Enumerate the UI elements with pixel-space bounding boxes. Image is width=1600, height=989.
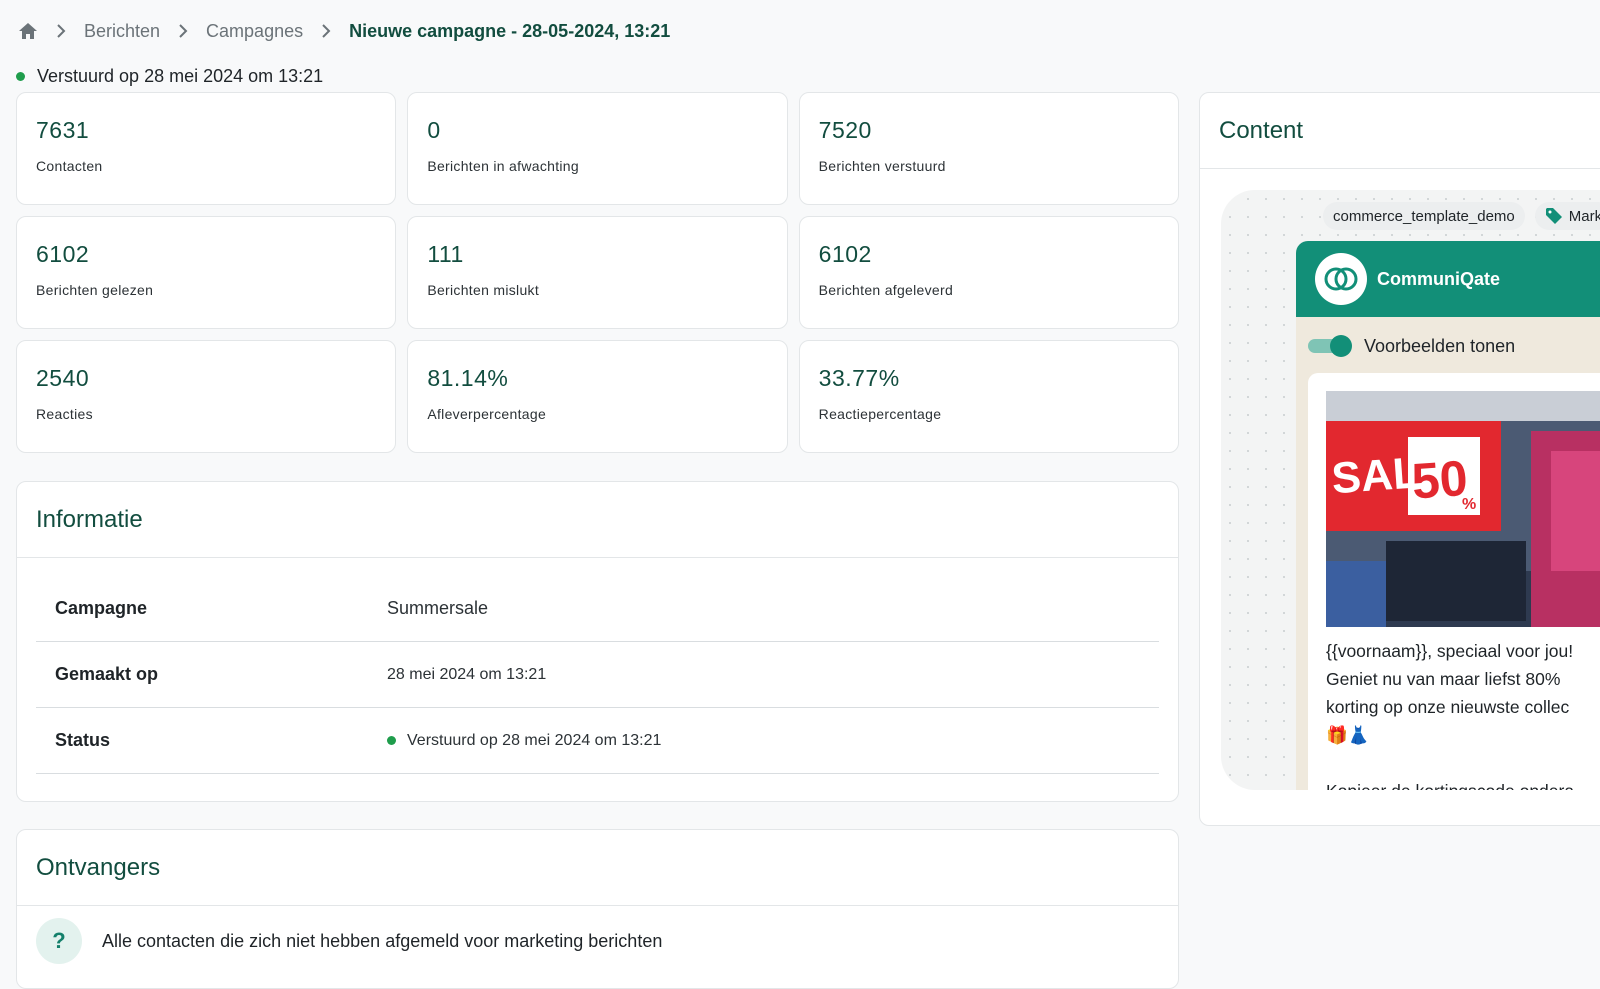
stat-berichten-afgeleverd: 6102 Berichten afgeleverd <box>798 216 1179 329</box>
stat-label: Contacten <box>36 158 103 174</box>
status-dot <box>16 72 25 81</box>
sale-percent: 50 <box>1410 450 1469 510</box>
stat-label: Afleverpercentage <box>427 406 547 422</box>
whatsapp-preview: CommuniQate Voorbeelden tonen <box>1296 241 1600 790</box>
sender-name: CommuniQate <box>1377 268 1501 289</box>
stat-berichten-in-afwachting: 0 Berichten in afwachting <box>407 92 788 205</box>
examples-toggle-row: Voorbeelden tonen <box>1296 317 1600 357</box>
brand-logo <box>1315 253 1367 305</box>
stat-value: 6102 <box>818 241 872 267</box>
stat-berichten-verstuurd: 7520 Berichten verstuurd <box>798 92 1179 205</box>
recipients-panel-header: Ontvangers <box>17 830 1178 906</box>
template-tags: commerce_template_demo Mark <box>1323 202 1600 230</box>
template-name-tag: commerce_template_demo <box>1323 202 1525 230</box>
stat-value: 111 <box>427 241 464 267</box>
sale-percent-sign: % <box>1462 496 1476 513</box>
recipients-panel: Ontvangers ? Alle contacten die zich nie… <box>16 829 1179 989</box>
toggle-knob <box>1330 335 1352 357</box>
breadcrumb-campagnes[interactable]: Campagnes <box>206 20 304 41</box>
chevron-right-icon <box>321 24 331 38</box>
info-key: Gemaakt op <box>55 664 159 684</box>
stat-reacties: 2540 Reacties <box>16 340 397 453</box>
stat-berichten-mislukt: 111 Berichten mislukt <box>407 216 788 329</box>
info-row-gemaakt-op: Gemaakt op 28 mei 2024 om 13:21 <box>36 642 1159 708</box>
status-text: Verstuurd op 28 mei 2024 om 13:21 <box>37 66 324 86</box>
breadcrumb-berichten[interactable]: Berichten <box>84 20 161 41</box>
info-row-campagne: Campagne Summersale <box>36 576 1159 642</box>
stat-value: 7631 <box>36 117 90 143</box>
content-panel-title: Content <box>1219 116 1304 144</box>
whatsapp-header: CommuniQate <box>1296 241 1600 317</box>
info-value: 28 mei 2024 om 13:21 <box>387 665 547 683</box>
info-row-status: Status Verstuurd op 28 mei 2024 om 13:21 <box>36 708 1159 774</box>
sale-text: SALE <box>1330 446 1450 503</box>
examples-toggle[interactable] <box>1308 335 1352 357</box>
question-icon: ? <box>36 918 82 964</box>
message-bubble: SALE 50 % {{voornaam}}, speciaal voor jo… <box>1308 373 1600 790</box>
info-panel: Informatie Campagne Summersale Gemaakt o… <box>16 481 1179 802</box>
breadcrumb-current: Nieuwe campagne - 28-05-2024, 13:21 <box>349 20 671 41</box>
info-panel-title: Informatie <box>36 505 143 533</box>
sale-image: SALE 50 % <box>1326 391 1600 627</box>
stat-label: Berichten in afwachting <box>427 158 579 174</box>
tag-icon <box>1545 207 1563 225</box>
category-tag-label: Mark <box>1568 207 1600 225</box>
recipients-panel-title: Ontvangers <box>36 853 161 881</box>
stat-reactiepercentage: 33.77% Reactiepercentage <box>798 340 1179 453</box>
stat-berichten-gelezen: 6102 Berichten gelezen <box>16 216 397 329</box>
stat-label: Berichten afgeleverd <box>818 282 954 298</box>
stats-grid: 7631 Contacten 0 Berichten in afwachting… <box>16 92 1179 453</box>
info-key: Status <box>55 730 111 750</box>
info-status-value: Verstuurd op 28 mei 2024 om 13:21 <box>387 732 661 750</box>
stat-value: 33.77% <box>818 365 900 391</box>
stat-contacten: 7631 Contacten <box>16 92 397 205</box>
recipients-row: ? Alle contacten die zich niet hebben af… <box>17 906 1178 976</box>
info-key: Campagne <box>55 598 148 618</box>
message-preview: commerce_template_demo Mark CommuniQate <box>1221 190 1600 790</box>
message-text: {{voornaam}}, speciaal voor jou! Geniet … <box>1326 641 1574 790</box>
stat-value: 81.14% <box>427 365 509 391</box>
content-panel: Content commerce_template_demo Mark Comm… <box>1199 92 1600 826</box>
breadcrumb: Berichten Campagnes Nieuwe campagne - 28… <box>18 16 670 46</box>
stat-label: Berichten mislukt <box>427 282 540 298</box>
campaign-status: Verstuurd op 28 mei 2024 om 13:21 <box>16 66 323 87</box>
status-text: Verstuurd op 28 mei 2024 om 13:21 <box>407 731 662 749</box>
home-icon[interactable] <box>18 21 38 41</box>
info-table: Campagne Summersale Gemaakt op 28 mei 20… <box>17 558 1178 774</box>
recipients-description: Alle contacten die zich niet hebben afge… <box>102 930 663 951</box>
examples-toggle-label: Voorbeelden tonen <box>1364 335 1516 356</box>
content-panel-header: Content <box>1200 93 1600 169</box>
stat-label: Reacties <box>36 406 93 422</box>
stat-label: Berichten verstuurd <box>818 158 946 174</box>
stat-value: 0 <box>427 117 441 143</box>
chevron-right-icon <box>56 24 66 38</box>
status-dot <box>387 736 396 745</box>
stat-value: 2540 <box>36 365 90 391</box>
stat-afleverpercentage: 81.14% Afleverpercentage <box>407 340 788 453</box>
chevron-right-icon <box>178 24 188 38</box>
stat-label: Reactiepercentage <box>818 406 942 422</box>
info-value: Summersale <box>387 598 489 618</box>
stat-label: Berichten gelezen <box>36 282 154 298</box>
stat-value: 6102 <box>36 241 90 267</box>
category-tag: Mark <box>1534 202 1600 230</box>
info-panel-header: Informatie <box>17 482 1178 558</box>
stat-value: 7520 <box>818 117 872 143</box>
